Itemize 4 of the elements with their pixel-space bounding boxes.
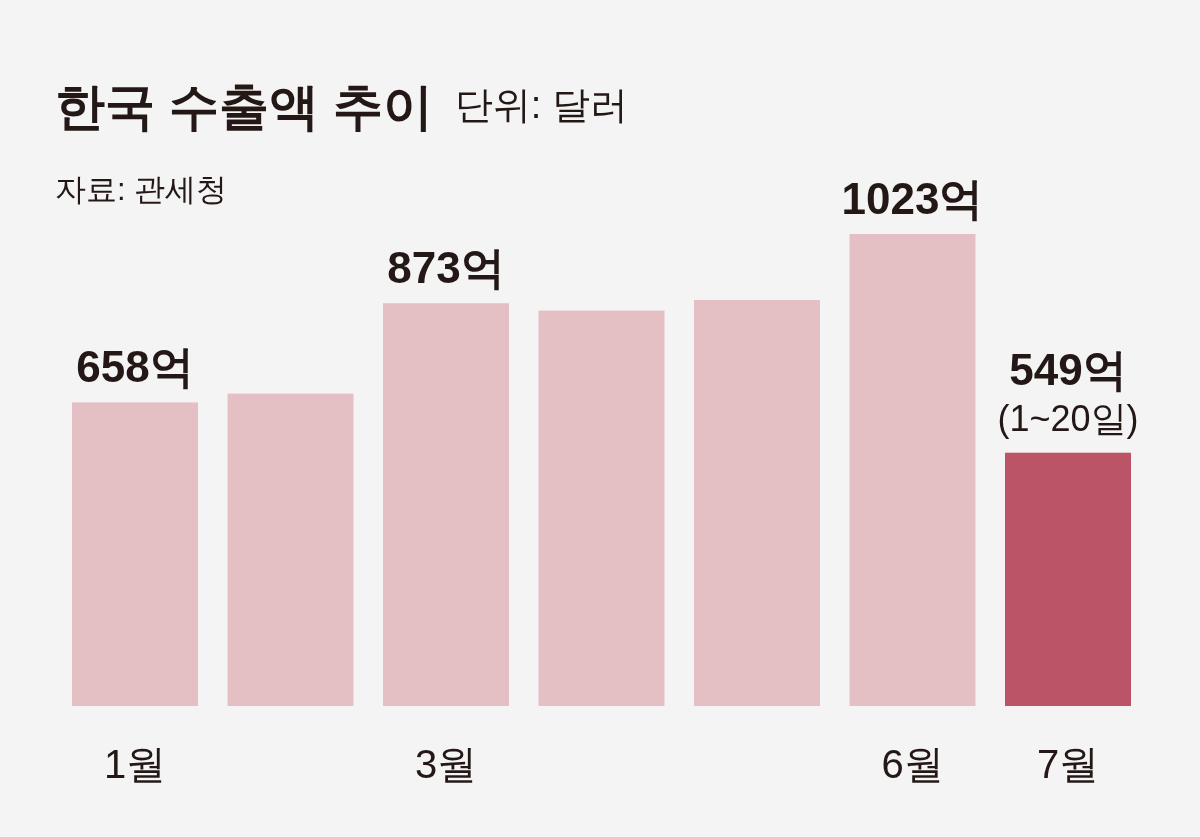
subtitle: 단위: 달러 (454, 84, 628, 126)
annotation: (1~20일) (997, 397, 1139, 439)
annotation: 자료: 관세청 (55, 172, 228, 207)
title: 한국 수출액 추이 (55, 79, 433, 135)
